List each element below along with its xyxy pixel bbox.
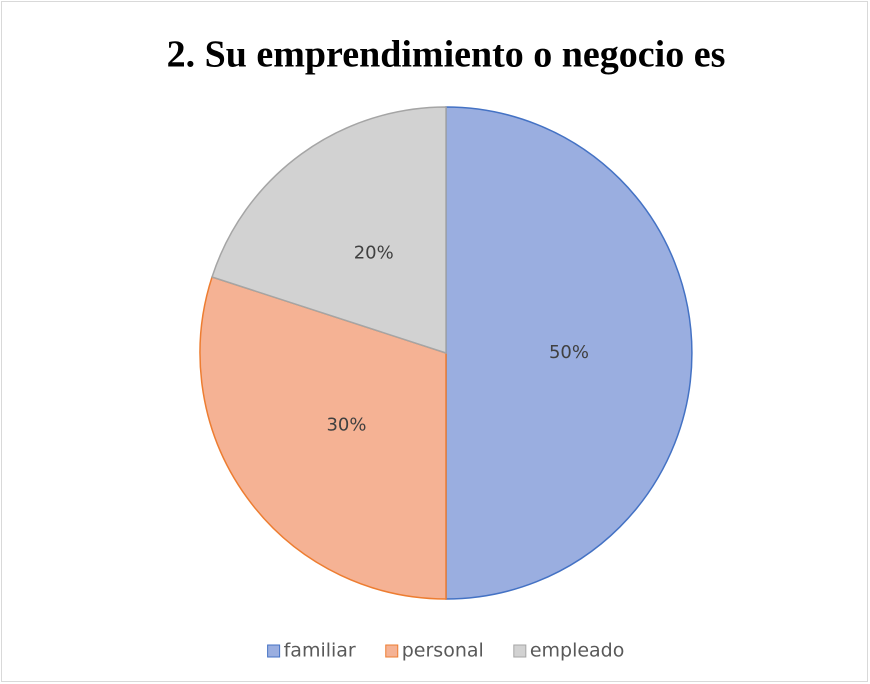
data-label: 30%: [326, 414, 366, 435]
legend-swatch: [267, 644, 281, 658]
legend-label: familiar: [284, 640, 356, 662]
data-label: 50%: [549, 342, 589, 363]
pie-slice: [199, 276, 447, 600]
data-label: 20%: [354, 242, 394, 263]
legend-swatch: [385, 644, 399, 658]
chart-title: 2. Su emprendimiento o negocio es: [167, 34, 726, 76]
pie-slice: [211, 106, 447, 355]
legend-label: personal: [402, 640, 484, 662]
legend-swatch: [513, 644, 527, 658]
pie-slice: [445, 106, 693, 600]
legend-label: empleado: [530, 640, 625, 662]
